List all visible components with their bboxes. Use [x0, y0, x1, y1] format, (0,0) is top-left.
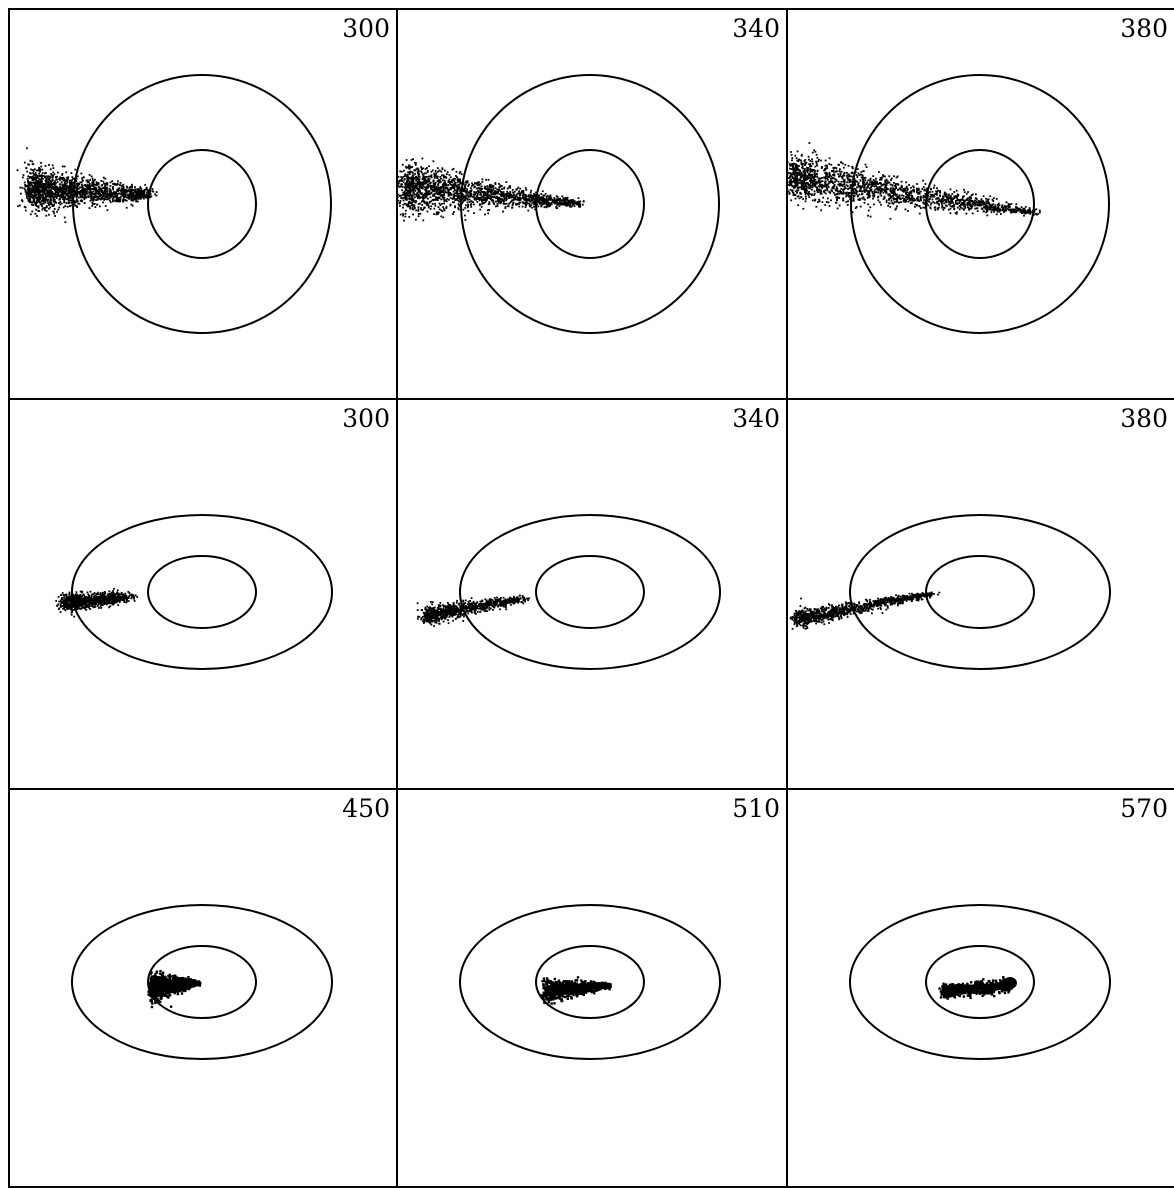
- particle-cloud: [398, 158, 585, 222]
- panel-plot: [788, 790, 1174, 1188]
- panel-plot: [788, 400, 1174, 790]
- panel-label: 300: [342, 16, 390, 41]
- panel-r1-c2: 380: [786, 398, 1174, 790]
- particle-cloud: [417, 595, 530, 627]
- particle-cloud: [147, 970, 201, 1008]
- panel-r2-c1: 510: [396, 788, 788, 1188]
- panel-label: 340: [732, 406, 780, 431]
- panel-plot: [10, 790, 398, 1188]
- outer-ring: [72, 905, 332, 1059]
- panel-r2-c2: 570: [786, 788, 1174, 1188]
- panel-label: 340: [732, 16, 780, 41]
- particle-cloud: [938, 976, 1017, 1000]
- panel-r0-c1: 340: [396, 8, 788, 400]
- outer-ring: [850, 515, 1110, 669]
- panel-plot: [10, 400, 398, 790]
- panel-label: 570: [1120, 796, 1168, 821]
- panel-r0-c2: 380: [786, 8, 1174, 400]
- panel-r1-c0: 300: [8, 398, 398, 790]
- panel-plot: [398, 400, 788, 790]
- panel-label: 380: [1120, 16, 1168, 41]
- particle-cloud: [541, 976, 612, 1005]
- particle-cloud: [788, 142, 1041, 220]
- panel-label: 510: [732, 796, 780, 821]
- outer-ring: [73, 75, 331, 333]
- outer-ring: [460, 515, 720, 669]
- particle-cloud: [55, 588, 138, 618]
- panel-plot: [788, 10, 1174, 400]
- panel-label: 450: [342, 796, 390, 821]
- panel-plot: [398, 790, 788, 1188]
- particle-cloud: [17, 147, 158, 223]
- panel-label: 300: [342, 406, 390, 431]
- panel-r0-c0: 300: [8, 8, 398, 400]
- panel-r2-c0: 450: [8, 788, 398, 1188]
- particle-cloud: [790, 592, 941, 630]
- outer-ring: [461, 75, 719, 333]
- inner-ring: [926, 556, 1034, 628]
- panel-r1-c1: 340: [396, 398, 788, 790]
- panel-plot: [10, 10, 398, 400]
- inner-ring: [148, 556, 256, 628]
- panel-label: 380: [1120, 406, 1168, 431]
- panel-plot: [398, 10, 788, 400]
- inner-ring: [148, 150, 256, 258]
- inner-ring: [536, 556, 644, 628]
